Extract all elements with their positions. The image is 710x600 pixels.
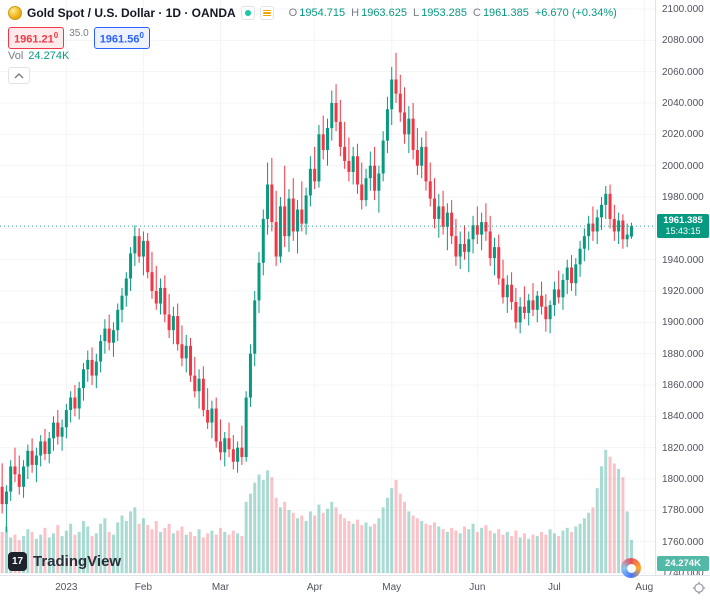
price-axis-label: 2000.000 [662, 160, 704, 172]
axis-settings-gear-icon[interactable] [692, 581, 706, 595]
bid-ask-row: 1961.210 35.0 1961.560 [8, 27, 617, 49]
low-value: 1953.285 [421, 7, 467, 19]
chart-pane[interactable]: 17 TradingView Gold Spot / U.S. Dollar ·… [0, 0, 655, 578]
price-axis-label: 2100.000 [662, 4, 704, 15]
candlestick-chart[interactable] [0, 0, 655, 575]
high-label: H [351, 7, 360, 19]
low-label: L [412, 7, 420, 19]
close-label: C [472, 7, 481, 19]
price-axis-label: 2020.000 [662, 129, 704, 141]
time-axis-label: May [382, 582, 402, 593]
price-axis-label: 2040.000 [662, 98, 704, 109]
last-price-badge: 1961.385 15:43:15 [657, 214, 709, 239]
tradingview-logo[interactable]: 17 TradingView [8, 552, 121, 571]
price-axis-label: 1780.000 [662, 505, 704, 517]
symbol-title[interactable]: Gold Spot / U.S. Dollar · 1D · OANDA [27, 6, 236, 20]
time-axis-label: Jun [469, 582, 486, 593]
price-axis-label: 2080.000 [662, 35, 704, 47]
change-value: +6.670 (+0.34%) [534, 7, 617, 19]
price-axis-label: 1820.000 [662, 442, 704, 454]
bid-fraction: 0 [53, 31, 59, 40]
volume-axis-badge: 24.274K [657, 556, 709, 571]
price-axis-label: 2060.000 [662, 66, 704, 78]
chart-legend: Gold Spot / U.S. Dollar · 1D · OANDA O 1… [8, 4, 617, 84]
volume-value: 24.274K [28, 50, 70, 62]
price-axis-label: 1980.000 [662, 192, 704, 203]
collapse-legend-button[interactable] [8, 67, 30, 84]
time-axis-label: Apr [306, 582, 323, 593]
time-axis-label: Feb [134, 582, 153, 593]
volume-label: Vol [8, 50, 24, 62]
tradingview-logo-text: TradingView [33, 553, 122, 570]
buy-price-button[interactable]: 1961.560 [93, 27, 150, 49]
price-axis-label: 1880.000 [662, 348, 704, 360]
last-price-value: 1961.385 [663, 215, 703, 227]
price-axis-label: 1800.000 [662, 474, 704, 485]
time-axis[interactable]: 2023 Feb Mar Apr May Jun Jul Aug [0, 575, 710, 600]
ask-fraction: 0 [139, 31, 144, 40]
close-value: 1961.385 [482, 7, 529, 19]
price-axis-label: 1920.000 [662, 286, 704, 297]
gold-coin-icon [8, 6, 22, 20]
time-axis-label: Jul [547, 582, 561, 593]
open-label: O [288, 7, 298, 19]
time-axis-label: 2023 [55, 582, 78, 593]
tradingview-logo-icon: 17 [8, 552, 27, 571]
open-value: 1954.715 [299, 7, 346, 19]
ohlc-readout: O 1954.715 H 1963.625 L 1953.285 C 1961.… [289, 7, 617, 19]
oanda-logo-center [626, 563, 636, 573]
price-axis[interactable]: 1961.385 15:43:15 24.274K 2100.000 2080.0… [655, 0, 710, 579]
price-axis-label: 1840.000 [662, 411, 704, 423]
market-status-dot-icon[interactable] [240, 6, 255, 20]
green-dot-icon [244, 10, 251, 16]
time-axis-label: Mar [211, 582, 230, 593]
price-axis-label: 1760.000 [662, 536, 704, 548]
chevron-up-icon [14, 72, 24, 78]
sell-price-button[interactable]: 1961.210 [8, 27, 65, 49]
price-axis-label: 1740.000 [662, 568, 704, 579]
oanda-logo-watermark [621, 558, 641, 578]
volume-row: Vol 24.274K [8, 50, 617, 62]
price-axis-label: 1900.000 [662, 317, 704, 329]
spread-value: 35.0 [69, 28, 89, 39]
legend-symbol-row: Gold Spot / U.S. Dollar · 1D · OANDA O 1… [8, 4, 617, 22]
bar-countdown: 15:43:15 [665, 226, 701, 237]
time-axis-label: Aug [635, 582, 654, 593]
orange-lines-icon [262, 9, 271, 17]
notes-list-icon[interactable] [259, 6, 274, 20]
price-axis-label: 1860.000 [662, 380, 704, 391]
price-axis-label: 1940.000 [662, 254, 704, 266]
high-value: 1963.625 [361, 7, 407, 19]
